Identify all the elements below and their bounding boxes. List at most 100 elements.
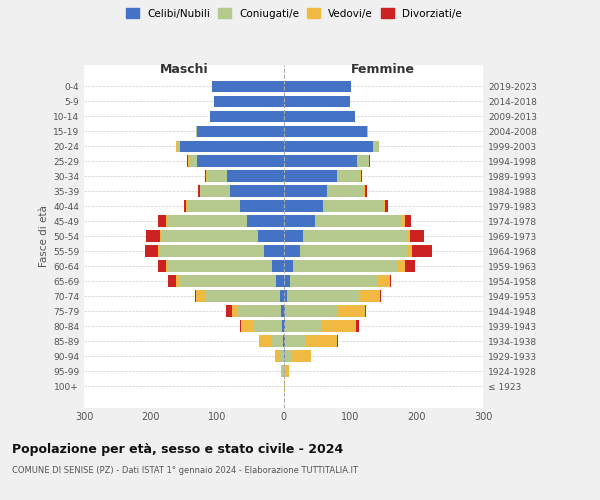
Bar <box>287 290 360 302</box>
Bar <box>282 366 284 377</box>
Bar <box>187 200 240 212</box>
Bar <box>160 246 263 257</box>
Bar <box>360 170 361 182</box>
Bar <box>412 246 432 257</box>
Bar <box>304 230 407 242</box>
Bar <box>283 336 284 347</box>
Bar <box>292 350 311 362</box>
Bar <box>158 260 166 272</box>
Bar <box>284 246 300 257</box>
Bar <box>263 246 284 257</box>
Bar <box>356 320 359 332</box>
Bar <box>280 350 284 362</box>
Bar <box>232 306 238 317</box>
Bar <box>184 200 187 212</box>
Bar <box>284 216 316 227</box>
Bar <box>281 366 282 377</box>
Bar <box>254 320 282 332</box>
Bar <box>338 306 365 317</box>
Bar <box>284 290 287 302</box>
Bar <box>290 276 377 287</box>
Bar <box>284 366 286 377</box>
Bar <box>240 200 284 212</box>
Bar <box>169 260 272 272</box>
Bar <box>199 186 200 197</box>
Bar <box>189 156 197 167</box>
Bar <box>410 230 424 242</box>
Bar <box>284 170 337 182</box>
Bar <box>337 170 360 182</box>
Bar <box>160 230 162 242</box>
Bar <box>187 156 188 167</box>
Text: Femmine: Femmine <box>351 63 415 76</box>
Bar <box>188 156 189 167</box>
Bar <box>181 140 284 152</box>
Bar <box>284 110 355 122</box>
Bar <box>383 200 385 212</box>
Bar <box>361 170 362 182</box>
Bar <box>407 246 412 257</box>
Bar <box>397 260 404 272</box>
Bar <box>145 246 158 257</box>
Bar <box>168 276 176 287</box>
Bar <box>239 320 241 332</box>
Bar <box>284 230 304 242</box>
Bar <box>402 216 404 227</box>
Bar <box>284 140 373 152</box>
Bar <box>258 230 284 242</box>
Bar <box>356 156 368 167</box>
Bar <box>284 260 293 272</box>
Bar <box>271 336 283 347</box>
Bar <box>293 260 397 272</box>
Bar <box>205 170 206 182</box>
Bar <box>284 156 356 167</box>
Text: Popolazione per età, sesso e stato civile - 2024: Popolazione per età, sesso e stato civil… <box>12 442 343 456</box>
Bar <box>146 230 160 242</box>
Bar <box>196 126 197 137</box>
Text: Maschi: Maschi <box>160 63 208 76</box>
Bar <box>275 350 280 362</box>
Bar <box>367 126 368 137</box>
Bar <box>207 170 227 182</box>
Bar <box>368 156 369 167</box>
Bar <box>177 140 181 152</box>
Bar <box>272 260 284 272</box>
Bar <box>227 170 284 182</box>
Bar <box>226 306 232 317</box>
Bar <box>300 246 407 257</box>
Bar <box>211 110 284 122</box>
Bar <box>365 306 366 317</box>
Bar <box>230 186 284 197</box>
Bar <box>176 276 179 287</box>
Bar <box>179 276 275 287</box>
Bar <box>275 276 284 287</box>
Bar <box>390 276 391 287</box>
Bar <box>206 290 280 302</box>
Bar <box>284 350 285 362</box>
Bar <box>241 320 254 332</box>
Bar <box>316 216 402 227</box>
Bar <box>404 260 415 272</box>
Bar <box>284 320 285 332</box>
Bar <box>380 290 381 302</box>
Bar <box>214 96 284 107</box>
Bar <box>323 200 383 212</box>
Bar <box>284 276 290 287</box>
Bar <box>259 336 271 347</box>
Bar <box>284 200 323 212</box>
Bar <box>407 230 410 242</box>
Y-axis label: Fasce di età: Fasce di età <box>39 206 49 267</box>
Bar <box>284 126 367 137</box>
Bar <box>247 216 284 227</box>
Bar <box>158 246 160 257</box>
Bar <box>286 366 289 377</box>
Bar <box>404 216 411 227</box>
Bar <box>305 336 337 347</box>
Bar <box>327 186 364 197</box>
Bar <box>238 306 281 317</box>
Text: COMUNE DI SENISE (PZ) - Dati ISTAT 1° gennaio 2024 - Elaborazione TUTTITALIA.IT: COMUNE DI SENISE (PZ) - Dati ISTAT 1° ge… <box>12 466 358 475</box>
Bar <box>282 320 284 332</box>
Bar <box>196 290 206 302</box>
Bar <box>385 200 388 212</box>
Bar <box>176 140 177 152</box>
